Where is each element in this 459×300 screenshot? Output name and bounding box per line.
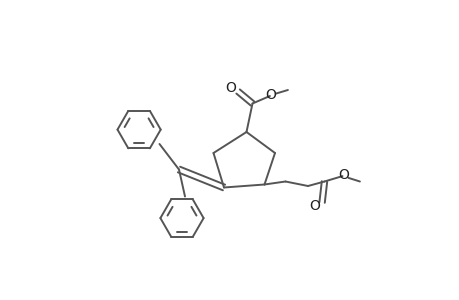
Text: O: O <box>309 199 319 212</box>
Text: O: O <box>337 168 348 182</box>
Text: O: O <box>224 82 235 95</box>
Text: O: O <box>265 88 276 102</box>
